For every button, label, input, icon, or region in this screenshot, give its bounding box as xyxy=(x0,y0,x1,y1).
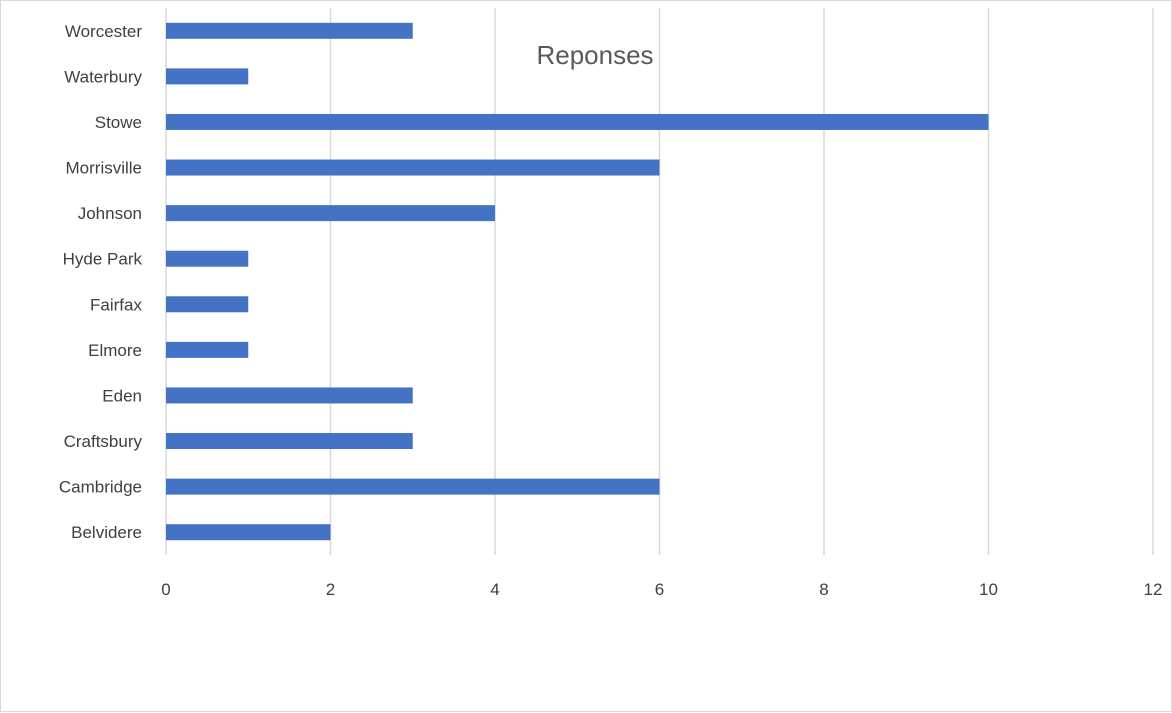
bars xyxy=(166,22,989,541)
x-tick-label: 4 xyxy=(490,580,499,599)
category-label: Morrisville xyxy=(66,159,143,178)
bar-morrisville xyxy=(166,159,660,176)
bar-stowe xyxy=(166,113,989,130)
x-tick-label: 2 xyxy=(326,580,335,599)
bar-hyde-park xyxy=(166,250,249,267)
category-label: Elmore xyxy=(88,341,142,360)
category-label: Waterbury xyxy=(64,67,142,86)
x-tick-label: 8 xyxy=(819,580,828,599)
category-label: Worcester xyxy=(65,22,142,41)
category-label: Cambridge xyxy=(59,478,142,497)
category-label: Craftsbury xyxy=(64,432,143,451)
category-label: Stowe xyxy=(95,113,142,132)
category-label: Hyde Park xyxy=(63,250,143,269)
bar-fairfax xyxy=(166,296,249,313)
x-tick-label: 0 xyxy=(161,580,170,599)
category-labels: Worcester Waterbury Stowe Morrisville Johnso… xyxy=(59,22,143,542)
category-label: Belvidere xyxy=(71,523,142,542)
x-axis-ticks: 0 2 4 6 8 10 12 xyxy=(161,580,1162,599)
category-label: Eden xyxy=(102,386,142,405)
x-tick-label: 10 xyxy=(979,580,998,599)
bar-cambridge xyxy=(166,478,660,495)
bar-eden xyxy=(166,387,413,404)
bar-elmore xyxy=(166,341,249,358)
bar-craftsbury xyxy=(166,433,413,450)
bar-johnson xyxy=(166,205,495,222)
chart-title: Reponses xyxy=(536,40,653,70)
x-tick-label: 12 xyxy=(1144,580,1163,599)
bar-belvidere xyxy=(166,524,331,541)
bar-waterbury xyxy=(166,68,249,85)
category-label: Johnson xyxy=(78,204,142,223)
category-label: Fairfax xyxy=(90,295,142,314)
x-tick-label: 6 xyxy=(655,580,664,599)
bar-worcester xyxy=(166,22,413,39)
gridlines xyxy=(165,8,1154,555)
